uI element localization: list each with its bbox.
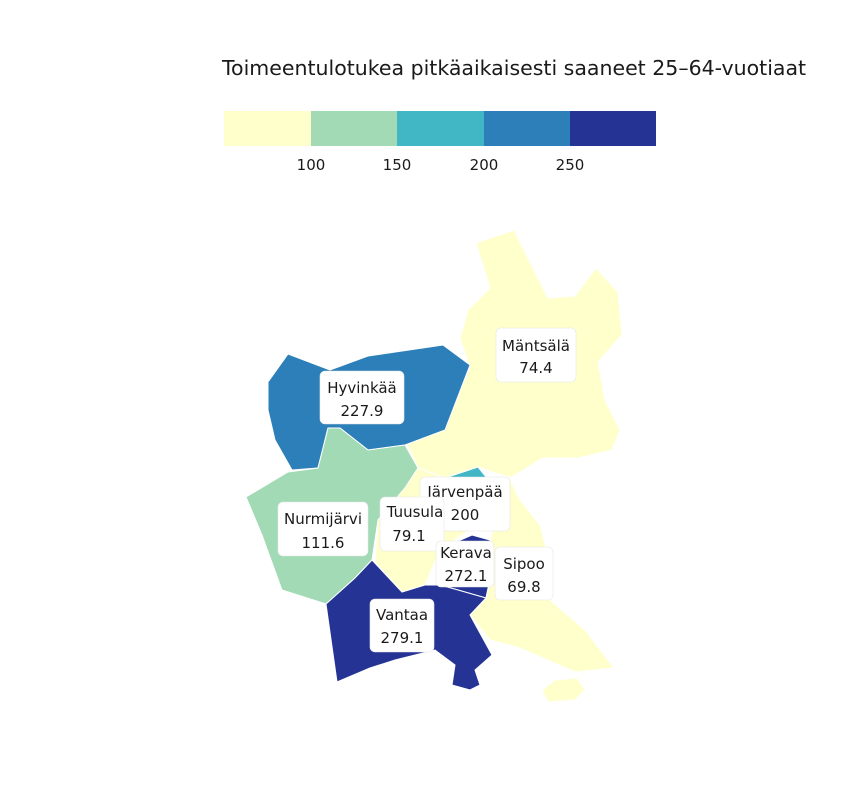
label-box xyxy=(277,501,369,557)
legend-tick-150: 150 xyxy=(383,156,412,174)
region-name-vantaa: Vantaa xyxy=(376,606,428,624)
label-vantaa: Vantaa 279.1 xyxy=(369,598,435,653)
legend-swatch-4 xyxy=(484,111,570,146)
label-box xyxy=(435,540,495,588)
legend-swatch-1 xyxy=(224,111,311,146)
label-mantsala: Mäntsälä 74.4 xyxy=(495,327,577,383)
region-value-kerava: 272.1 xyxy=(445,567,488,585)
label-box xyxy=(494,546,554,601)
legend-swatch-3 xyxy=(397,111,484,146)
label-kerava: Kerava 272.1 xyxy=(435,540,495,588)
map-title: Toimeentulotukea pitkäaikaisesti saaneet… xyxy=(222,56,807,80)
legend-swatch-5 xyxy=(570,111,656,146)
label-box xyxy=(319,370,405,425)
region-name-kerava: Kerava xyxy=(440,544,492,562)
region-value-hyvinkaa: 227.9 xyxy=(341,402,384,420)
legend-swatch-2 xyxy=(311,111,397,146)
region-value-nurmijarvi: 111.6 xyxy=(302,534,345,552)
region-name-jarvenpaa: Järvenpää xyxy=(426,483,502,501)
label-tuusula: Tuusula 79.1 xyxy=(379,496,445,552)
region-name-mantsala: Mäntsälä xyxy=(502,337,570,355)
region-name-tuusula: Tuusula xyxy=(386,503,444,521)
label-nurmijarvi: Nurmijärvi 111.6 xyxy=(277,501,369,557)
legend-tick-100: 100 xyxy=(297,156,326,174)
label-box xyxy=(369,598,435,653)
region-value-jarvenpaa: 200 xyxy=(451,506,480,524)
region-name-nurmijarvi: Nurmijärvi xyxy=(284,510,362,528)
legend-tick-250: 250 xyxy=(556,156,585,174)
legend: 100 150 200 250 xyxy=(224,111,656,174)
label-sipoo: Sipoo 69.8 xyxy=(494,546,554,601)
label-box xyxy=(379,496,445,552)
region-name-sipoo: Sipoo xyxy=(503,555,545,573)
region-value-mantsala: 74.4 xyxy=(519,359,552,377)
region-value-sipoo: 69.8 xyxy=(507,578,540,596)
labels: Mäntsälä 74.4 Hyvinkää 227.9 Nurmijärvi … xyxy=(277,327,577,653)
region-value-tuusula: 79.1 xyxy=(392,527,425,545)
label-box xyxy=(495,327,577,383)
region-name-hyvinkaa: Hyvinkää xyxy=(327,379,397,397)
label-hyvinkaa: Hyvinkää 227.9 xyxy=(319,370,405,425)
region-value-vantaa: 279.1 xyxy=(381,629,424,647)
legend-tick-200: 200 xyxy=(470,156,499,174)
region-sipoo-island[interactable] xyxy=(541,677,586,703)
